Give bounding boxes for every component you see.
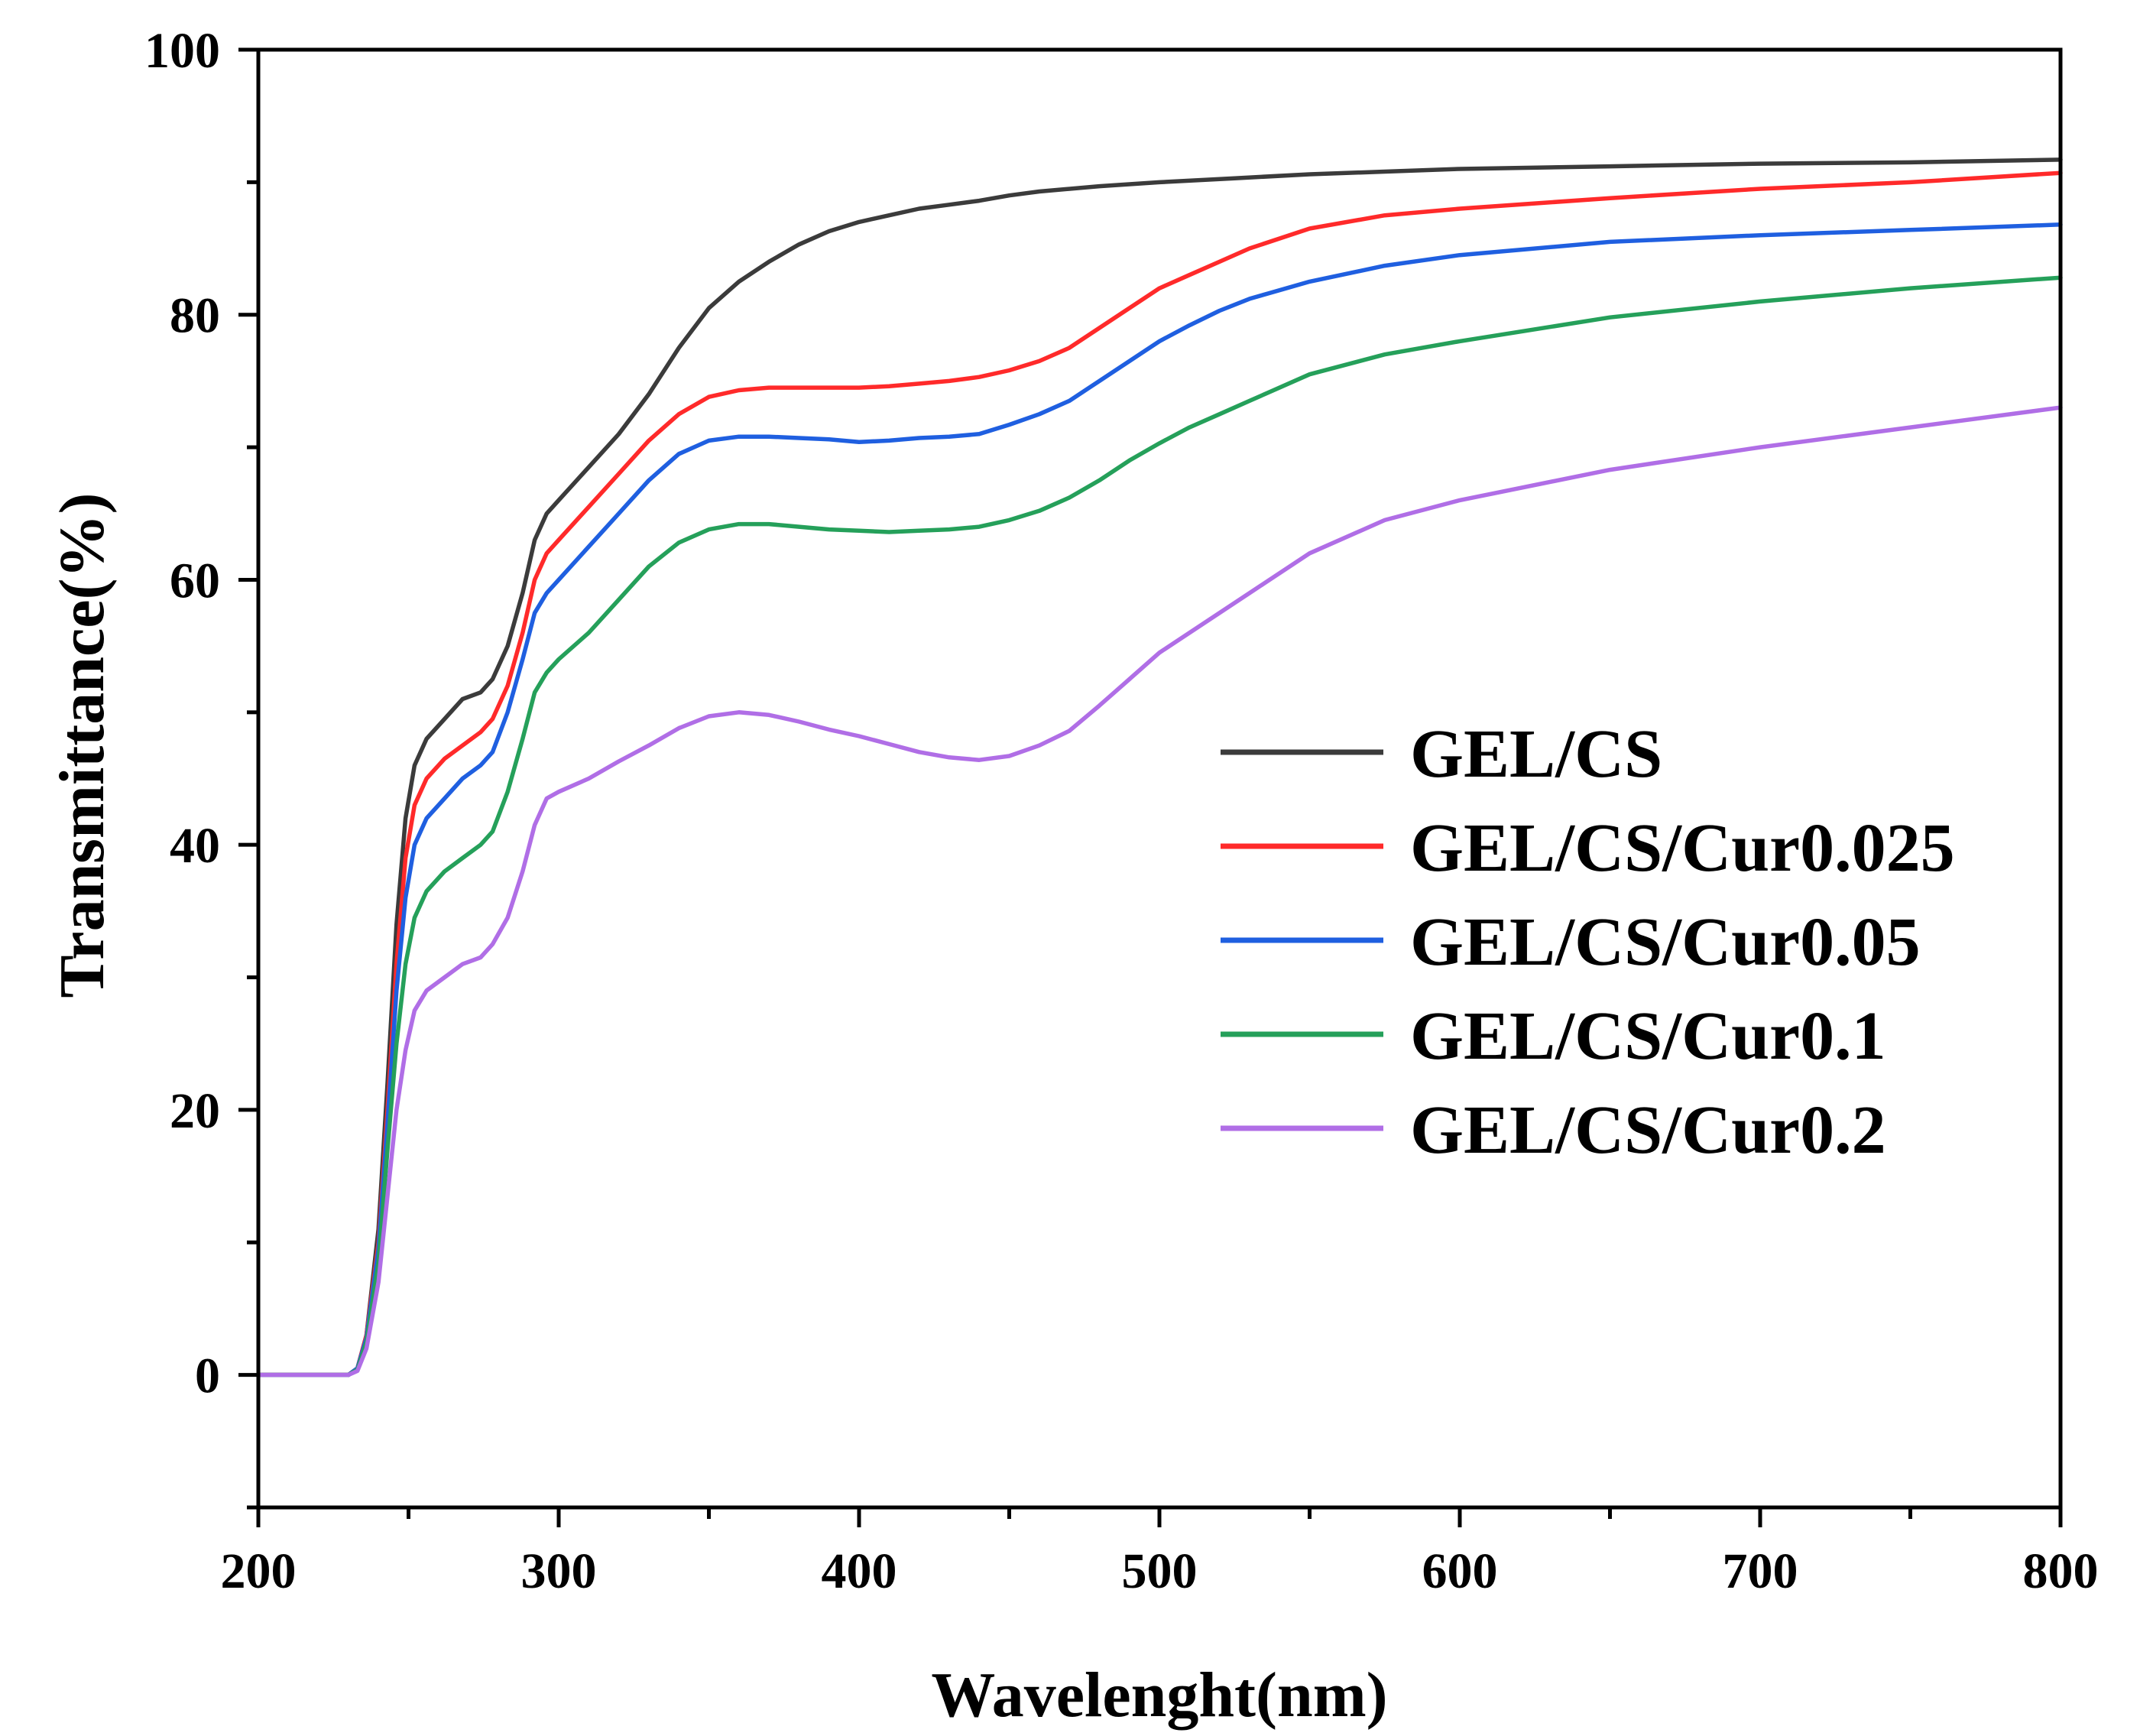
- x-tick-label: 800: [2023, 1543, 2099, 1599]
- y-tick-label: 60: [170, 553, 220, 608]
- y-tick-label: 20: [170, 1083, 220, 1139]
- x-tick-label: 600: [1422, 1543, 1498, 1599]
- y-tick-label: 100: [144, 23, 220, 79]
- tick-layer: [238, 47, 2063, 1527]
- legend-label-4: GEL/CS/Cur0.1: [1410, 998, 1886, 1074]
- legend: GEL/CS GEL/CS/Cur0.025 GEL/CS/Cur0.05 GEL/C…: [1221, 716, 1955, 1168]
- y-tick-label: 0: [195, 1348, 220, 1404]
- x-tick-label: 700: [1723, 1543, 1798, 1599]
- series-line-1: [256, 157, 2063, 1377]
- y-axis-title: Transmittance(%): [47, 493, 118, 998]
- series-line-5: [256, 405, 2063, 1377]
- x-tick-label: 300: [521, 1543, 597, 1599]
- y-tick-label: 80: [170, 288, 220, 344]
- legend-label-5: GEL/CS/Cur0.2: [1410, 1092, 1886, 1168]
- x-tick-label: 400: [822, 1543, 897, 1599]
- x-axis-title: Wavelenght(nm): [931, 1660, 1387, 1731]
- tick-label-layer: 200 300 400 500 600 700 800 0 20 40 60 80 100: [144, 23, 2099, 1599]
- x-tick-label: 200: [221, 1543, 297, 1599]
- y-tick-label: 40: [170, 818, 220, 874]
- series-line-2: [256, 170, 2063, 1377]
- legend-label-2: GEL/CS/Cur0.025: [1410, 810, 1955, 886]
- x-tick-label: 500: [1122, 1543, 1198, 1599]
- series-line-3: [256, 222, 2063, 1377]
- legend-label-3: GEL/CS/Cur0.05: [1410, 904, 1921, 980]
- legend-label-1: GEL/CS: [1410, 716, 1662, 792]
- series-line-4: [256, 275, 2063, 1377]
- series-layer: [256, 157, 2063, 1377]
